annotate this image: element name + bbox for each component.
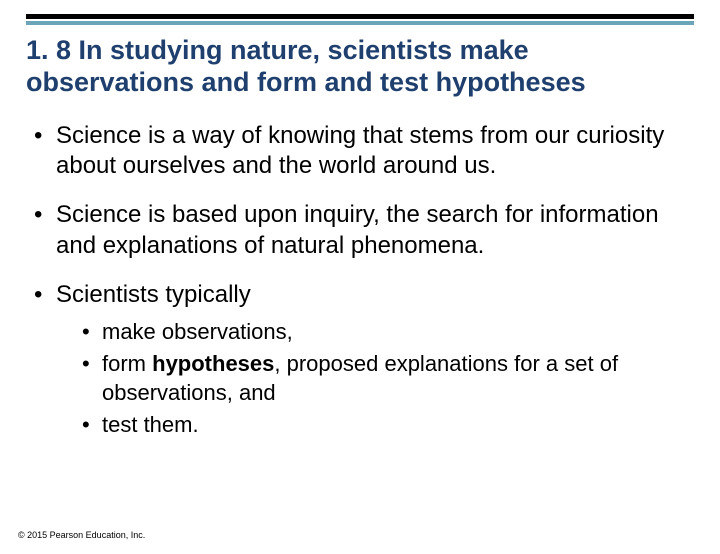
- bullet-list: Science is a way of knowing that stems f…: [34, 121, 686, 439]
- sub-bullet-item: form hypotheses, proposed explanations f…: [82, 350, 686, 406]
- bullet-item: Science is a way of knowing that stems f…: [34, 121, 686, 182]
- sub-bullet-item: make observations,: [82, 318, 686, 346]
- copyright-notice: © 2015 Pearson Education, Inc.: [18, 530, 145, 540]
- slide-title: 1. 8 In studying nature, scientists make…: [26, 35, 694, 99]
- bullet-item: Science is based upon inquiry, the searc…: [34, 200, 686, 261]
- sub-bullet-list: make observations, form hypotheses, prop…: [82, 318, 686, 439]
- slide-content: Science is a way of knowing that stems f…: [34, 121, 686, 439]
- sub-bullet-text-pre: form: [102, 351, 152, 376]
- accent-rule: [26, 21, 694, 25]
- top-rule: [26, 14, 694, 19]
- sub-bullet-text-bold: hypotheses: [152, 351, 274, 376]
- bullet-text: Scientists typically: [56, 281, 251, 308]
- sub-bullet-item: test them.: [82, 411, 686, 439]
- bullet-item: Scientists typically make observations, …: [34, 280, 686, 439]
